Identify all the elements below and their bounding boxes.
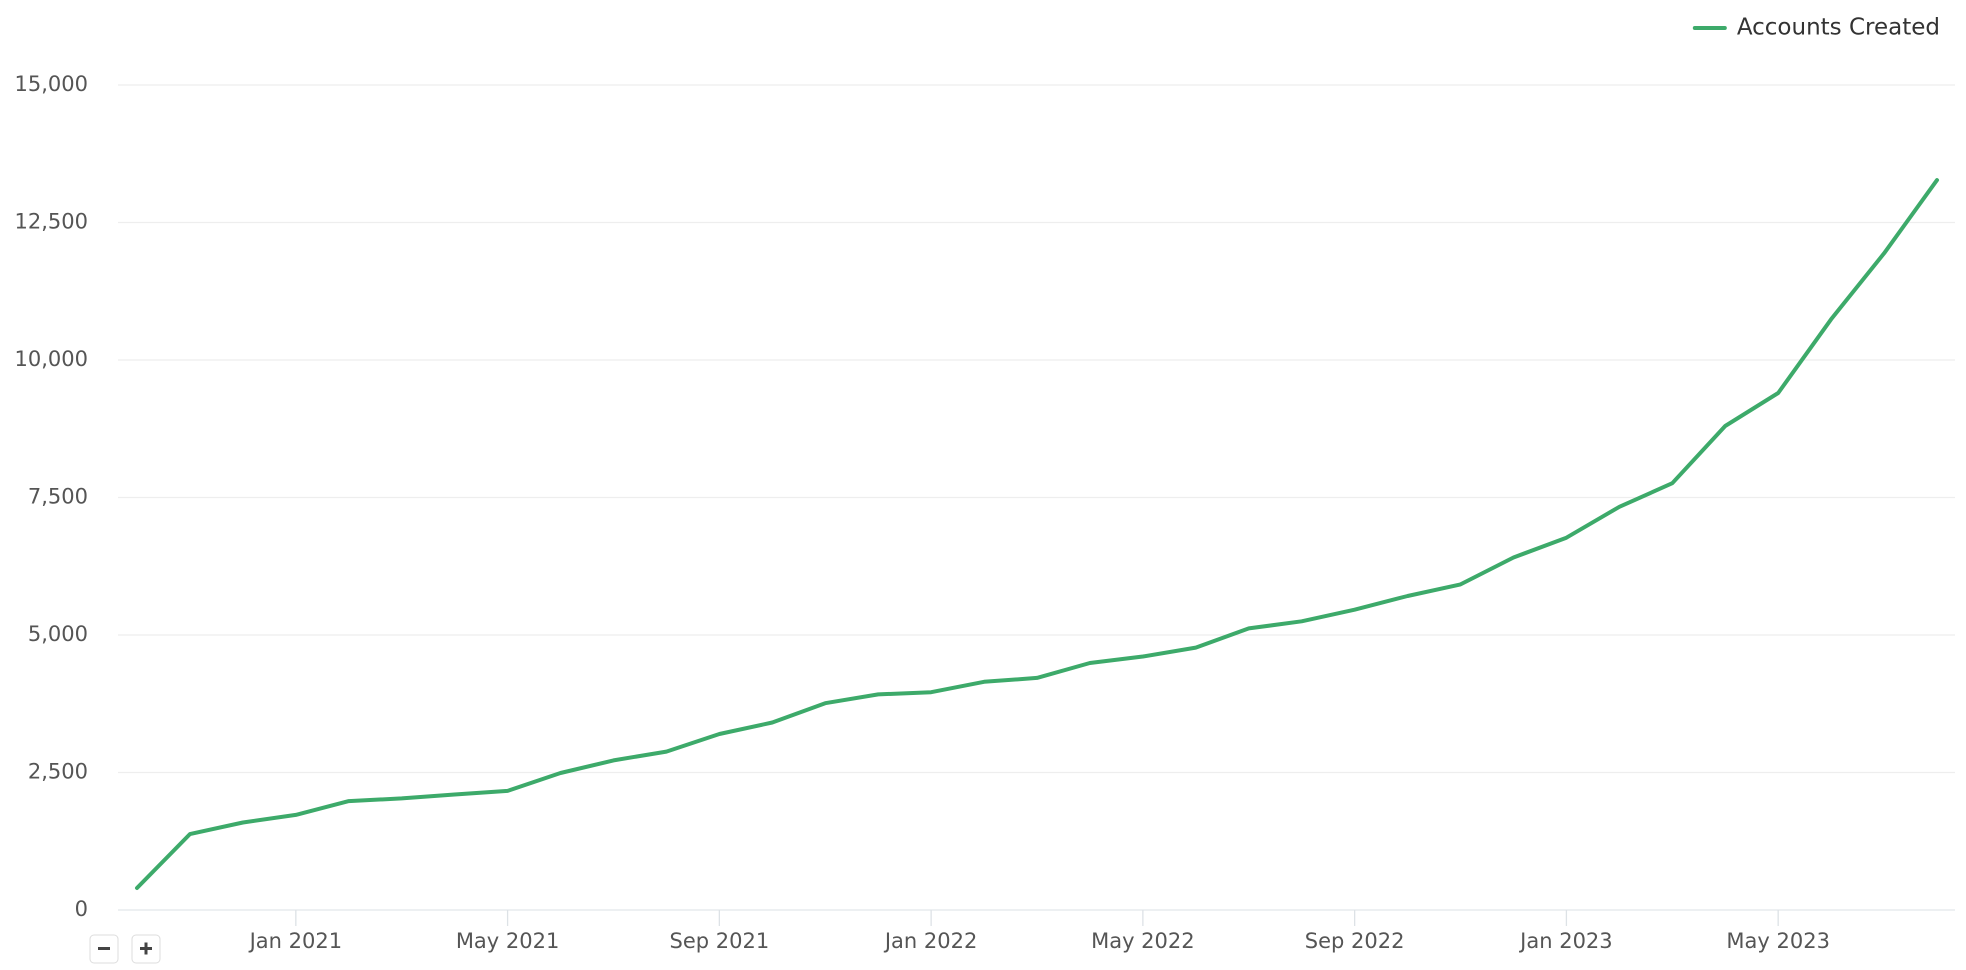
y-tick-label: 2,500: [28, 760, 88, 784]
x-tick-label: Jan 2022: [883, 929, 978, 953]
x-tick-label: Jan 2021: [248, 929, 343, 953]
x-tick-label: Sep 2022: [1305, 929, 1405, 953]
series-line: [135, 178, 1939, 890]
legend-label: Accounts Created: [1737, 15, 1940, 41]
y-tick-label: 7,500: [28, 485, 88, 509]
y-tick-label: 15,000: [15, 72, 88, 96]
x-tick-label: May 2022: [1091, 929, 1195, 953]
x-tick-label: Sep 2021: [670, 929, 770, 953]
y-tick-label: 10,000: [15, 347, 88, 371]
x-tick-label: May 2021: [456, 929, 560, 953]
zoom-out-button[interactable]: [89, 934, 119, 964]
y-tick-label: 0: [75, 897, 88, 921]
y-tick-label: 5,000: [28, 622, 88, 646]
minus-icon: [98, 947, 110, 950]
plus-icon-v: [144, 942, 148, 955]
y-tick-label: 12,500: [15, 210, 88, 234]
x-tick-label: Jan 2023: [1518, 929, 1613, 953]
x-tick-label: May 2023: [1726, 929, 1830, 953]
zoom-in-button[interactable]: [131, 934, 161, 964]
